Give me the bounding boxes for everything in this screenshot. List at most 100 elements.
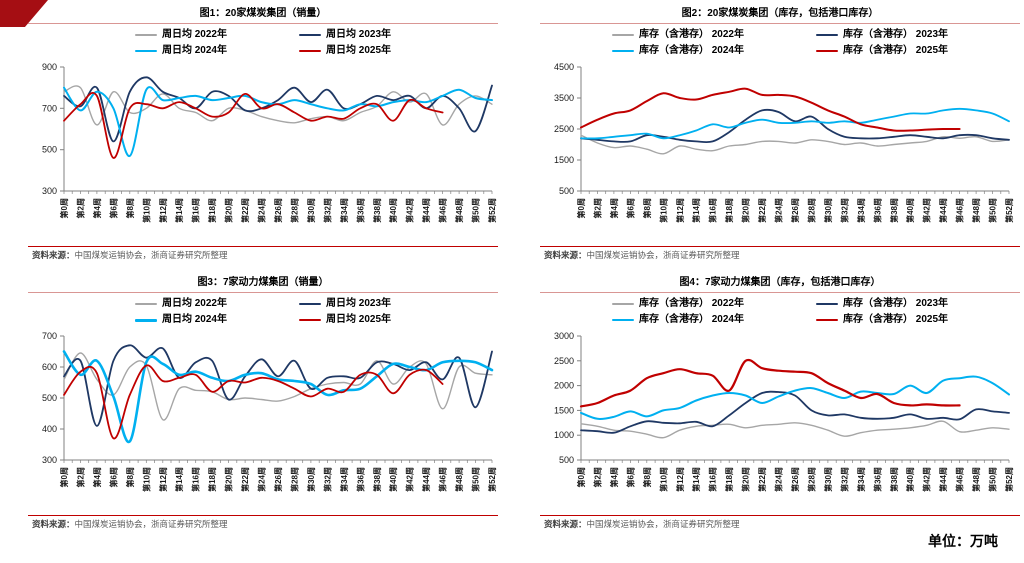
source-label: 资料来源：	[32, 250, 75, 260]
x-tick-label: 第12周	[158, 467, 168, 492]
y-tick-label: 500	[42, 393, 57, 403]
x-tick-label: 第50周	[988, 467, 998, 492]
legend-item: 周日均 2023年	[299, 296, 391, 312]
chart-panel-3: 图3：7家动力煤集团（销量） 周日均 2022年 周日均 2023年 周日均 202…	[28, 275, 498, 532]
x-tick-label: 第46周	[955, 198, 965, 223]
x-tick-label: 第40周	[905, 198, 915, 223]
source-divider	[28, 515, 498, 516]
y-tick-label: 500	[559, 455, 574, 465]
x-tick-label: 第22周	[757, 198, 767, 223]
y-tick-label: 700	[42, 103, 57, 113]
x-tick-label: 第16周	[708, 198, 718, 223]
x-tick-label: 第30周	[306, 198, 316, 223]
x-tick-label: 第46周	[438, 198, 448, 223]
source-text: 中国煤炭运销协会，浙商证券研究所整理	[74, 519, 228, 529]
legend-label: 库存（含港存） 2024年	[638, 45, 744, 56]
y-tick-label: 400	[42, 424, 57, 434]
x-tick-label: 第24周	[774, 198, 784, 223]
title-underline	[540, 292, 1020, 293]
legend-item: 周日均 2024年	[134, 312, 227, 328]
x-tick-label: 第44周	[421, 198, 431, 223]
legend-label: 库存（含港存） 2022年	[638, 29, 744, 40]
legend-line-swatch	[611, 34, 634, 36]
x-tick-label: 第24周	[257, 467, 267, 492]
legend-label: 周日均 2025年	[326, 314, 392, 325]
x-tick-label: 第42周	[922, 467, 932, 492]
x-tick-label: 第0周	[59, 467, 69, 487]
x-tick-label: 第16周	[191, 198, 201, 223]
x-tick-label: 第6周	[108, 467, 118, 487]
y-tick-label: 500	[559, 186, 574, 196]
y-tick-label: 3000	[554, 331, 574, 341]
x-tick-label: 第46周	[955, 467, 965, 492]
x-tick-label: 第4周	[92, 467, 102, 487]
x-tick-label: 第50周	[988, 198, 998, 223]
source-line: 资料来源：中国煤炭运销协会，浙商证券研究所整理	[540, 516, 1020, 532]
source-divider	[540, 515, 1020, 516]
x-tick-label: 第8周	[642, 198, 652, 218]
x-tick-label: 第2周	[593, 198, 603, 218]
x-tick-label: 第4周	[92, 198, 102, 218]
x-tick-label: 第44周	[938, 467, 948, 492]
x-tick-label: 第28周	[807, 467, 817, 492]
x-tick-label: 第14周	[174, 198, 184, 223]
y-tick-label: 1000	[554, 430, 574, 440]
chart-title: 图2：20家煤炭集团（库存，包括港口库存）	[681, 8, 879, 19]
legend-label: 周日均 2022年	[161, 29, 227, 40]
series-line	[63, 352, 493, 421]
legend-item: 库存（含港存） 2025年	[816, 312, 948, 328]
x-tick-label: 第50周	[471, 198, 481, 223]
x-tick-label: 第2周	[76, 198, 86, 218]
x-tick-label: 第44周	[938, 198, 948, 223]
x-tick-label: 第18周	[724, 467, 734, 492]
x-tick-label: 第18周	[207, 198, 217, 223]
y-tick-label: 700	[42, 331, 57, 341]
legend-line-swatch	[611, 50, 634, 52]
source-line: 资料来源：中国煤炭运销协会，浙商证券研究所整理	[28, 516, 498, 532]
x-tick-label: 第40周	[388, 467, 398, 492]
x-tick-label: 第38周	[889, 467, 899, 492]
x-tick-label: 第4周	[609, 467, 619, 487]
x-tick-label: 第10周	[141, 198, 151, 223]
legend-line-swatch	[611, 303, 634, 305]
x-tick-label: 第16周	[191, 467, 201, 492]
legend-label: 周日均 2024年	[161, 314, 227, 325]
x-tick-label: 第40周	[388, 198, 398, 223]
x-tick-label: 第28周	[807, 198, 817, 223]
series-line	[580, 107, 1010, 140]
x-tick-label: 第42周	[922, 198, 932, 223]
x-tick-label: 第36周	[872, 467, 882, 492]
y-tick-label: 300	[42, 455, 57, 465]
legend-label: 周日均 2023年	[326, 29, 392, 40]
x-tick-label: 第42周	[405, 467, 415, 492]
series-line	[580, 108, 1010, 144]
legend-item: 库存（含港存） 2024年	[611, 312, 744, 328]
y-tick-label: 500	[42, 145, 57, 155]
x-tick-label: 第22周	[240, 467, 250, 492]
x-tick-label: 第2周	[593, 467, 603, 487]
x-tick-label: 第12周	[675, 467, 685, 492]
title-underline	[540, 23, 1020, 24]
x-tick-label: 第20周	[741, 467, 751, 492]
x-tick-label: 第46周	[438, 467, 448, 492]
legend-line-swatch	[611, 319, 634, 321]
x-tick-label: 第10周	[141, 467, 151, 492]
axes	[577, 66, 1010, 194]
x-tick-label: 第14周	[691, 198, 701, 223]
y-tick-label: 1500	[554, 405, 574, 415]
x-tick-label: 第42周	[405, 198, 415, 223]
y-tick-label: 600	[42, 362, 57, 372]
legend-item: 库存（含港存） 2024年	[611, 43, 744, 59]
chart-panel-2: 图2：20家煤炭集团（库存，包括港口库存） 库存（含港存） 2022年 库存（含港…	[540, 6, 1020, 263]
x-tick-label: 第2周	[76, 467, 86, 487]
chart-panel-1: 图1：20家煤炭集团（销量） 周日均 2022年 周日均 2023年 周日均 202…	[28, 6, 498, 263]
x-tick-label: 第32周	[322, 198, 332, 223]
series-line	[580, 87, 961, 132]
legend-label: 周日均 2022年	[161, 298, 227, 309]
chart-legend: 库存（含港存） 2022年 库存（含港存） 2023年 库存（含港存） 2024年 库…	[540, 27, 1020, 59]
x-tick-label: 第10周	[658, 198, 668, 223]
legend-label: 库存（含港存） 2023年	[843, 298, 949, 309]
y-tick-label: 4500	[554, 62, 574, 72]
x-tick-label: 第44周	[421, 467, 431, 492]
x-tick-label: 第26周	[273, 198, 283, 223]
